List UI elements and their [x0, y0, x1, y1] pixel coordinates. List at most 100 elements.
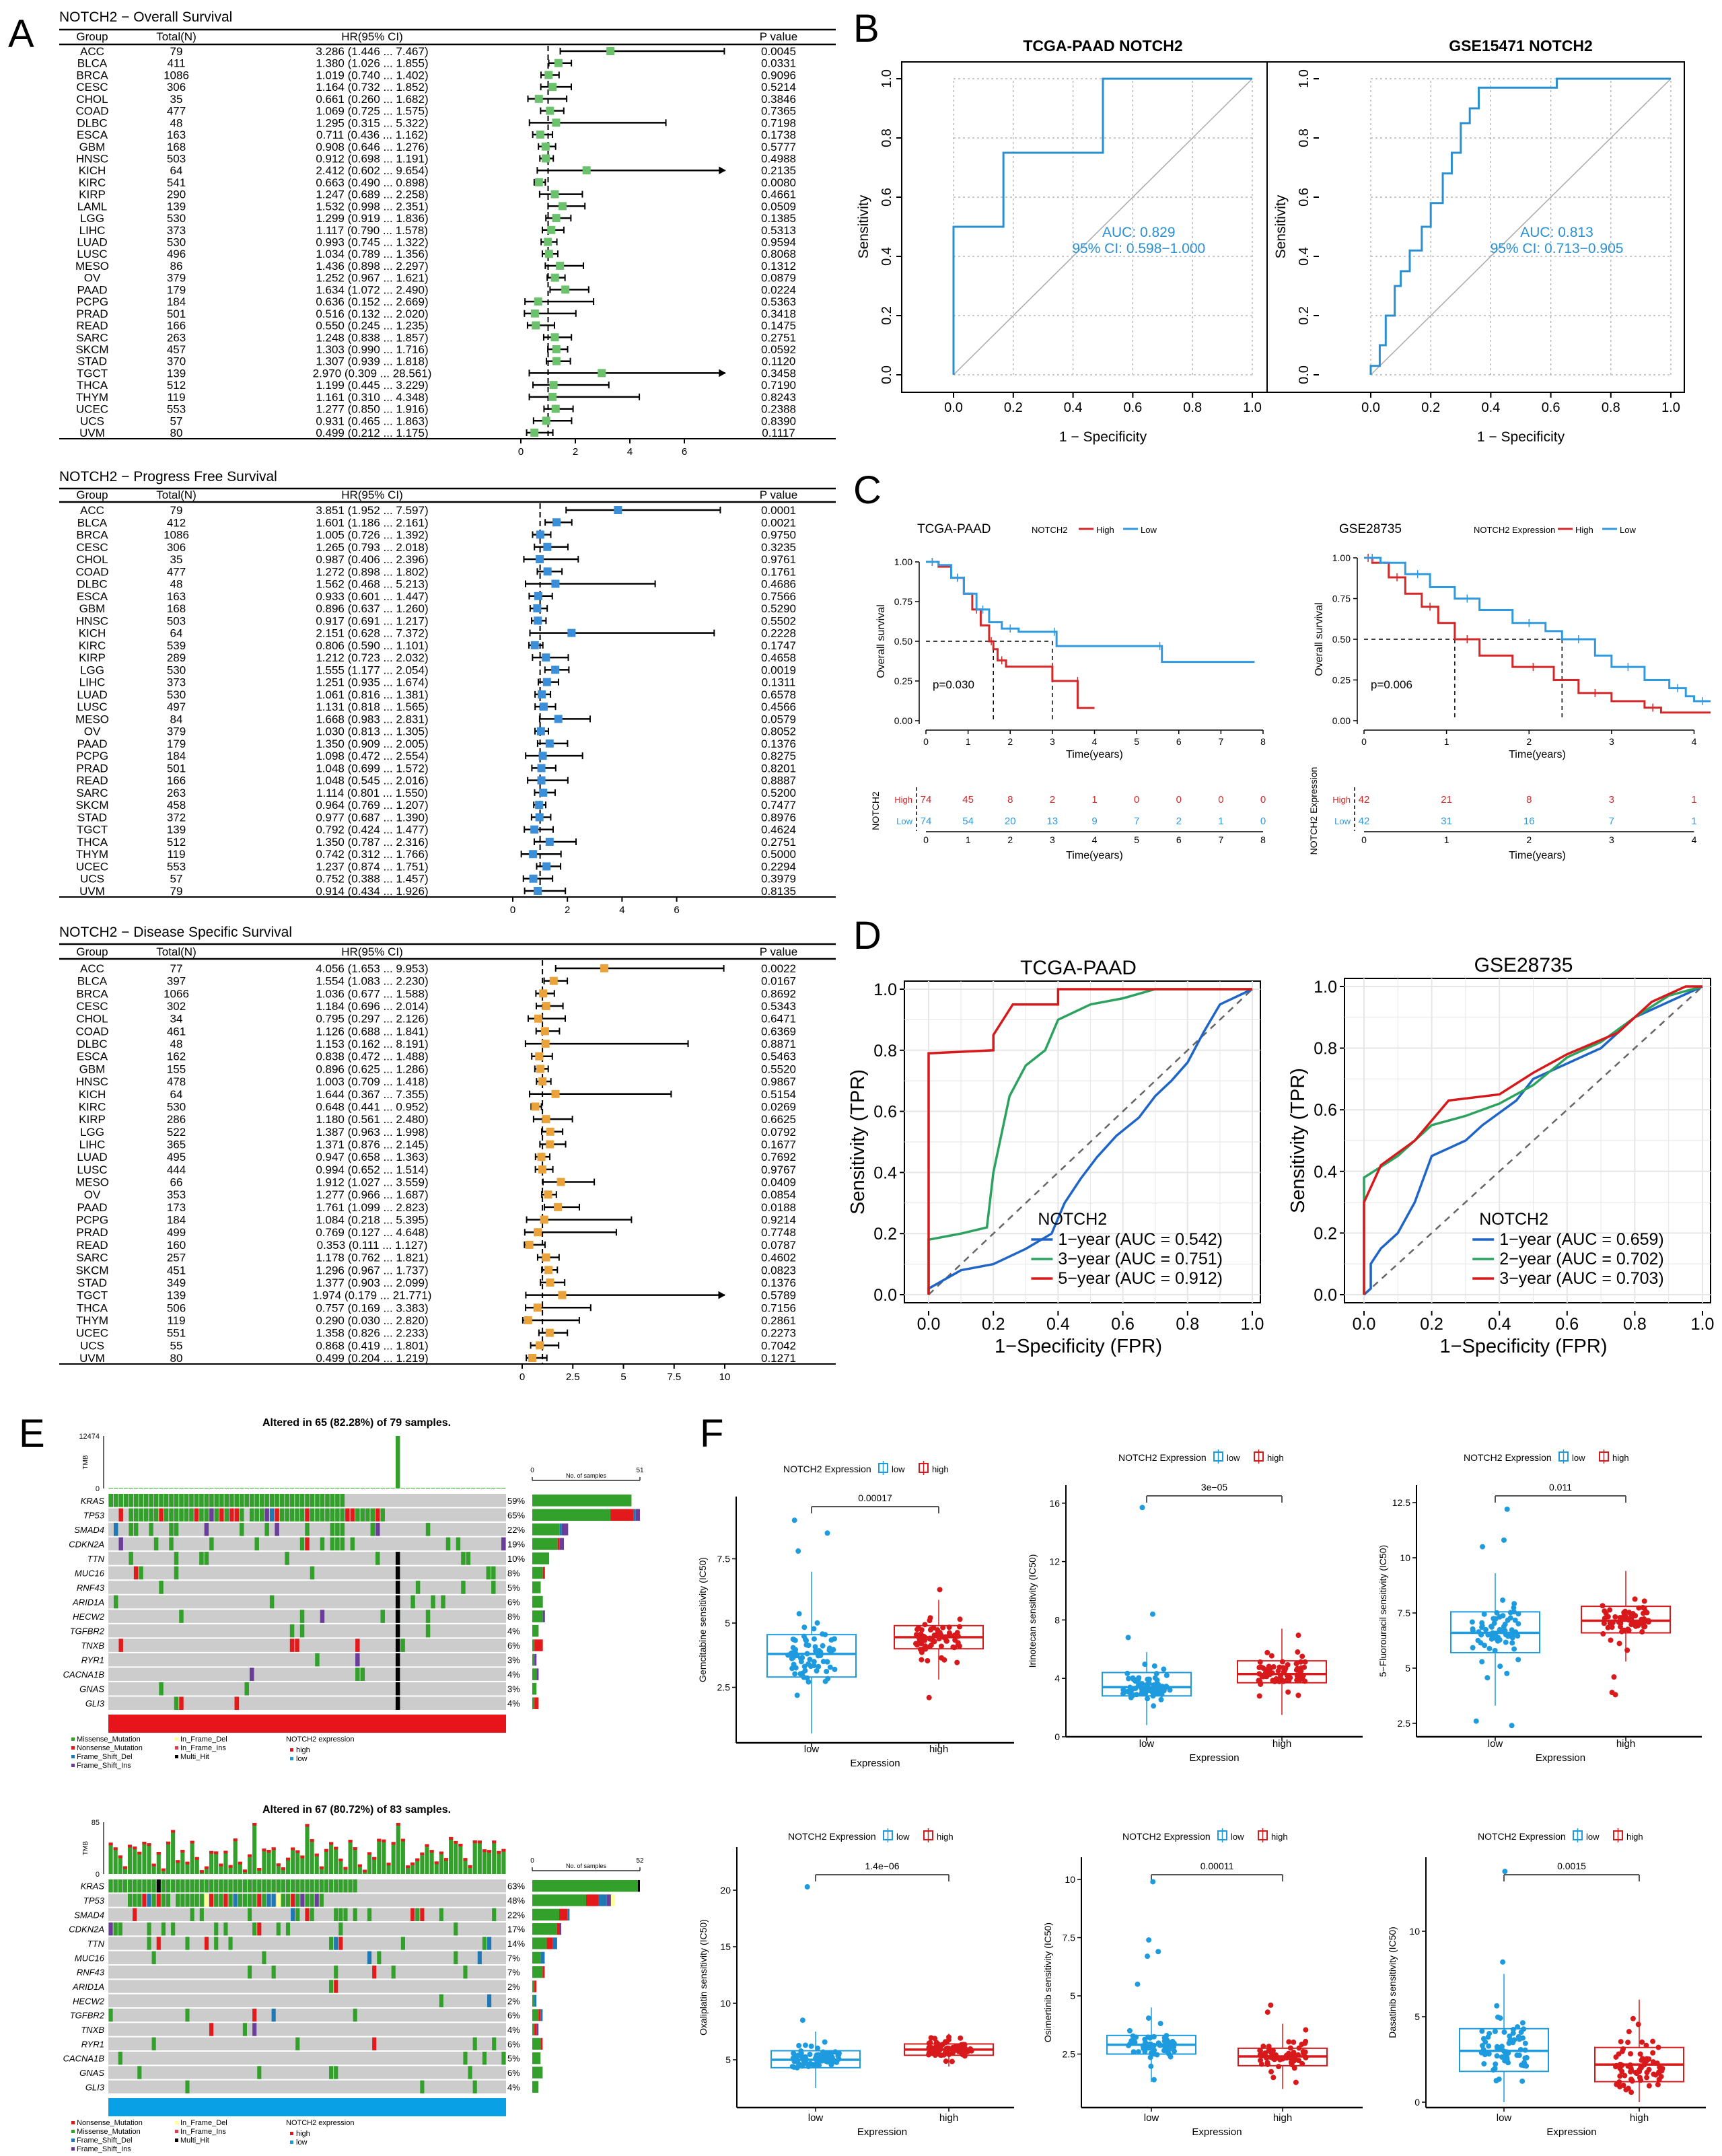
data-point — [1276, 2064, 1282, 2070]
x-tick-label: 1 — [966, 736, 971, 747]
row-p-value: 0.7566 — [761, 590, 796, 603]
tmb-bar-segment — [242, 1869, 247, 1873]
tmb-bar-segment — [382, 1839, 386, 1842]
data-point — [1637, 2075, 1643, 2081]
data-point — [1523, 2054, 1530, 2060]
x-tick-label: 5 — [620, 1371, 626, 1383]
tmb-bar-segment — [219, 1863, 223, 1867]
sample-count-bar — [610, 1894, 616, 1906]
outlier-point — [1125, 1634, 1131, 1641]
gene-percent: 7% — [507, 1968, 520, 1978]
data-point — [927, 1643, 933, 1649]
mutation-cell — [194, 1508, 199, 1522]
data-point — [1266, 2044, 1272, 2050]
mutation-cell — [271, 2009, 276, 2022]
sample-count-bar — [532, 2023, 535, 2036]
data-point — [1616, 1641, 1622, 1647]
mutation-cell — [118, 1537, 123, 1551]
mutation-cell — [129, 1523, 133, 1536]
row-group: GBM — [79, 141, 106, 153]
outlier-point — [1146, 1937, 1152, 1943]
data-point — [949, 2058, 955, 2064]
notch2-expression-bar — [108, 2098, 506, 2116]
risk-count: 21 — [1441, 794, 1452, 805]
mutation-cell — [214, 1894, 219, 1907]
data-point — [1166, 2051, 1172, 2057]
data-point — [1600, 1603, 1606, 1609]
data-point — [1270, 2048, 1276, 2054]
row-hr-ci: 0.947 (0.658 ... 1.363) — [316, 1151, 428, 1163]
hr-point — [534, 1014, 542, 1023]
row-hr-ci: 1.019 (0.740 ... 1.402) — [316, 69, 428, 81]
row-total-n: 530 — [167, 1100, 186, 1113]
gene-percent: 5% — [507, 2054, 520, 2064]
y-tick-label: 15 — [720, 1941, 731, 1952]
y-tick-label: 5 — [1405, 1663, 1410, 1674]
tmb-bar-segment — [223, 1850, 228, 1854]
gene-percent: 2% — [507, 1996, 520, 2006]
data-point — [1492, 2028, 1498, 2034]
mutation-cell — [204, 1508, 209, 1522]
row-total-n: 530 — [167, 212, 186, 225]
data-point — [785, 1652, 791, 1658]
data-point — [1511, 1605, 1517, 1611]
row-group: MESO — [75, 260, 109, 273]
x-tick-label: 3 — [1609, 736, 1614, 747]
row-group: STAD — [77, 811, 107, 824]
tmb-bar-segment — [291, 1847, 295, 1850]
oncoprint-row-bg — [108, 1595, 506, 1609]
tmb-bar — [482, 1849, 487, 1874]
row-hr-ci: 2.970 (0.309 ... 28.561) — [313, 367, 432, 380]
data-point — [929, 2046, 935, 2052]
data-point — [1632, 1596, 1638, 1602]
row-total-n: 373 — [167, 676, 186, 689]
gene-percent: 22% — [507, 1525, 525, 1535]
oncoprint-row-bg — [108, 1624, 506, 1638]
data-point — [1145, 2034, 1151, 2040]
outlier-point — [1502, 1869, 1508, 1875]
bar-tick-label: 51 — [636, 1467, 644, 1474]
header-p-value: P value — [760, 945, 797, 958]
multi-hit-cell — [395, 1682, 400, 1696]
legend-title: NOTCH2 Expression — [1478, 1831, 1566, 1842]
x-tick-label: 4 — [1092, 736, 1098, 747]
legend-high: High — [1575, 525, 1593, 535]
data-point — [926, 2052, 932, 2058]
box-iqr — [766, 1634, 857, 1678]
data-point — [1639, 1629, 1645, 1635]
data-point — [925, 1657, 931, 1663]
y-tick-label: 10 — [1409, 1926, 1420, 1937]
hr-point — [550, 190, 559, 199]
row-p-value: 0.7748 — [761, 1226, 796, 1239]
legend-swatch — [71, 1737, 75, 1741]
oncoprint-row-bg — [108, 1951, 506, 1964]
data-point — [1167, 1687, 1173, 1693]
mutation-cell — [372, 2037, 377, 2050]
gene-percent: 17% — [507, 1925, 525, 1935]
mutation-cell — [247, 1908, 252, 1921]
x-tick-label: 5 — [1134, 736, 1139, 747]
mutation-cell — [276, 1879, 281, 1893]
row-hr-ci: 0.933 (0.601 ... 1.447) — [316, 590, 428, 603]
hr-point — [529, 874, 538, 883]
mutation-cell — [463, 2052, 468, 2065]
gene-percent: 59% — [507, 1496, 525, 1506]
risk-count: 0 — [1218, 794, 1223, 805]
data-point — [1171, 2048, 1177, 2054]
mutation-cell — [204, 1494, 209, 1507]
gene-percent: 6% — [507, 1597, 520, 1608]
legend-entry: low — [1586, 1832, 1600, 1842]
x-tick-label: 0.0 — [917, 1315, 941, 1334]
outlier-point — [1504, 1506, 1510, 1512]
risk-count: 1 — [1091, 794, 1097, 805]
tmb-bar — [497, 1850, 501, 1874]
risk-strata-label: High — [894, 795, 912, 805]
row-p-value: 0.6471 — [761, 1013, 796, 1026]
row-hr-ci: 1.005 (0.726 ... 1.392) — [316, 529, 428, 542]
mutation-cell — [244, 1682, 249, 1696]
data-point — [1142, 1661, 1148, 1667]
tmb-bar — [329, 1842, 334, 1874]
row-total-n: 184 — [167, 1214, 186, 1227]
data-point — [1511, 1601, 1517, 1607]
y-tick-label: 0.4 — [1314, 1163, 1337, 1182]
